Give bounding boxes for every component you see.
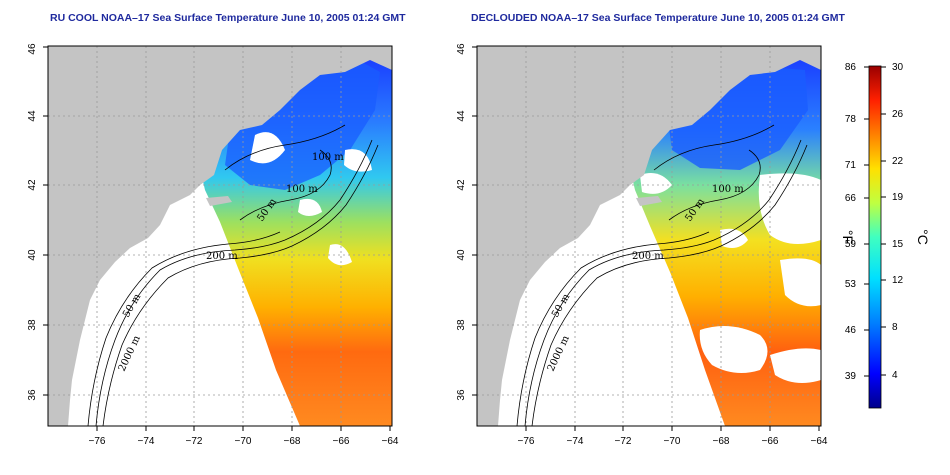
fahrenheit-tick-label: 46 xyxy=(845,325,857,336)
map-frame xyxy=(47,45,393,427)
left-map-panel: RU COOL NOAA–17 Sea Surface Temperature … xyxy=(27,12,406,447)
right-map-title: DECLOUDED NOAA–17 Sea Surface Temperatur… xyxy=(471,12,845,24)
y-tick-label: 44 xyxy=(27,110,38,122)
land-mass xyxy=(636,196,662,206)
cloud-gap xyxy=(298,198,322,216)
temperature-colorbar: 86 78 71 66 59 53 46 39 30 26 22 19 15 1… xyxy=(840,62,931,409)
y-tick-label: 36 xyxy=(27,389,38,401)
celsius-tick-label: 8 xyxy=(892,322,898,333)
no-data-region xyxy=(780,258,821,307)
contour-label: 100 m xyxy=(712,184,744,195)
fahrenheit-tick-label: 71 xyxy=(845,160,857,171)
celsius-tick-label: 26 xyxy=(892,109,904,120)
y-tick-label: 38 xyxy=(27,319,38,331)
graticule xyxy=(48,46,392,426)
x-axis: −76 −74 −72 −70 −68 −66 −64 xyxy=(518,426,828,447)
x-tick-label: −66 xyxy=(333,436,350,447)
y-axis: 36 38 40 42 44 46 xyxy=(27,43,48,401)
fahrenheit-tick-label: 66 xyxy=(845,193,857,204)
y-tick-label: 42 xyxy=(456,179,467,191)
land-mass xyxy=(477,46,821,426)
right-map-area: 100 m 50 m 200 m 50 m 2000 m xyxy=(477,46,821,426)
celsius-tick-label: 12 xyxy=(892,275,904,286)
right-map-panel: DECLOUDED NOAA–17 Sea Surface Temperatur… xyxy=(456,12,845,447)
x-tick-label: −76 xyxy=(518,436,535,447)
x-tick-label: −76 xyxy=(89,436,106,447)
no-data-region xyxy=(758,173,821,244)
x-tick-label: −74 xyxy=(138,436,155,447)
fahrenheit-tick-label: 53 xyxy=(845,279,857,290)
y-tick-label: 42 xyxy=(27,179,38,191)
left-map-title: RU COOL NOAA–17 Sea Surface Temperature … xyxy=(50,12,406,24)
bathymetry-contours xyxy=(516,124,808,426)
land-mass xyxy=(48,46,392,426)
x-tick-label: −72 xyxy=(615,436,632,447)
y-axis: 36 38 40 42 44 46 xyxy=(456,43,477,401)
celsius-tick-label: 22 xyxy=(892,156,904,167)
y-tick-label: 40 xyxy=(27,249,38,261)
colorbar-gradient xyxy=(868,65,882,409)
fahrenheit-tick-label: 78 xyxy=(845,114,857,125)
graticule xyxy=(477,46,821,426)
celsius-tick-label: 30 xyxy=(892,62,904,73)
x-tick-label: −74 xyxy=(567,436,584,447)
cloud-gap xyxy=(250,132,285,164)
x-axis: −76 −74 −72 −70 −68 −66 −64 xyxy=(89,426,399,447)
no-data-region xyxy=(699,326,768,374)
contour-label: 200 m xyxy=(206,251,238,262)
x-tick-label: −64 xyxy=(382,436,399,447)
x-tick-label: −68 xyxy=(713,436,730,447)
y-tick-label: 46 xyxy=(456,43,467,55)
x-tick-label: −68 xyxy=(284,436,301,447)
x-tick-label: −72 xyxy=(186,436,203,447)
contour-label: 100 m xyxy=(286,184,318,195)
left-map-area: 100 m 100 m 50 m 200 m 50 m 2000 m xyxy=(48,46,392,426)
no-data-region xyxy=(640,172,672,194)
celsius-tick-label: 15 xyxy=(892,239,904,250)
no-data-region xyxy=(770,348,821,384)
x-tick-label: −70 xyxy=(664,436,681,447)
cloud-gap xyxy=(344,149,372,172)
fahrenheit-tick-label: 39 xyxy=(845,371,857,382)
y-tick-label: 46 xyxy=(27,43,38,55)
fahrenheit-tick-label: 59 xyxy=(845,239,857,250)
map-frame xyxy=(476,45,822,427)
celsius-unit-label: °C xyxy=(915,229,931,245)
y-tick-label: 40 xyxy=(456,249,467,261)
land-mass xyxy=(206,196,232,206)
y-tick-label: 36 xyxy=(456,389,467,401)
contour-label: 200 m xyxy=(632,251,664,262)
y-tick-label: 44 xyxy=(456,110,467,122)
y-tick-label: 38 xyxy=(456,319,467,331)
contour-label: 100 m xyxy=(312,152,344,163)
fahrenheit-unit-label: °F xyxy=(840,230,856,244)
x-tick-label: −66 xyxy=(762,436,779,447)
x-tick-label: −64 xyxy=(811,436,828,447)
x-tick-label: −70 xyxy=(235,436,252,447)
fahrenheit-tick-label: 86 xyxy=(845,62,857,73)
bathymetry-contours xyxy=(87,124,379,426)
celsius-tick-label: 19 xyxy=(892,192,904,203)
celsius-tick-label: 4 xyxy=(892,370,898,381)
